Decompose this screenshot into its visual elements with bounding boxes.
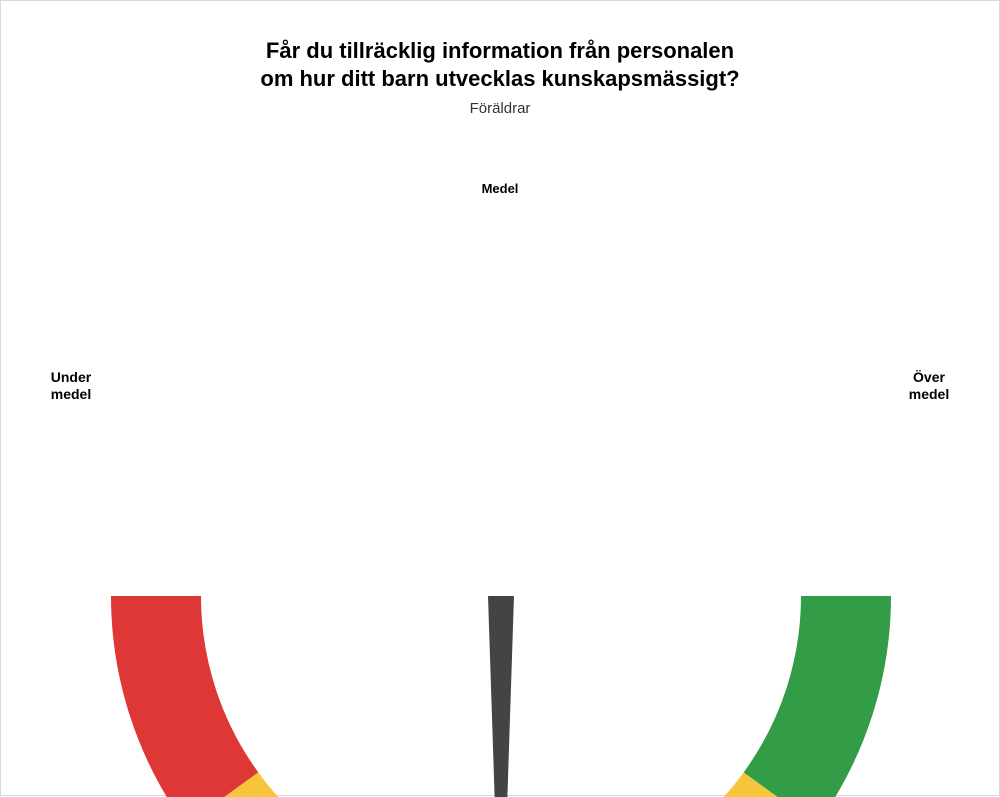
gauge-label-under-medel: Under medel — [31, 369, 111, 403]
gauge-label-over-medel: Över medel — [889, 369, 969, 403]
label-over-line2: medel — [909, 386, 949, 402]
gauge-chart — [1, 1, 1000, 797]
label-under-line1: Under — [51, 369, 91, 385]
label-over-line1: Över — [913, 369, 945, 385]
gauge-needle — [488, 596, 514, 797]
gauge-segment — [744, 596, 891, 797]
gauge-segment — [111, 596, 258, 797]
gauge-label-medel: Medel — [1, 181, 999, 196]
chart-frame: Får du tillräcklig information från pers… — [0, 0, 1000, 796]
label-under-line2: medel — [51, 386, 91, 402]
